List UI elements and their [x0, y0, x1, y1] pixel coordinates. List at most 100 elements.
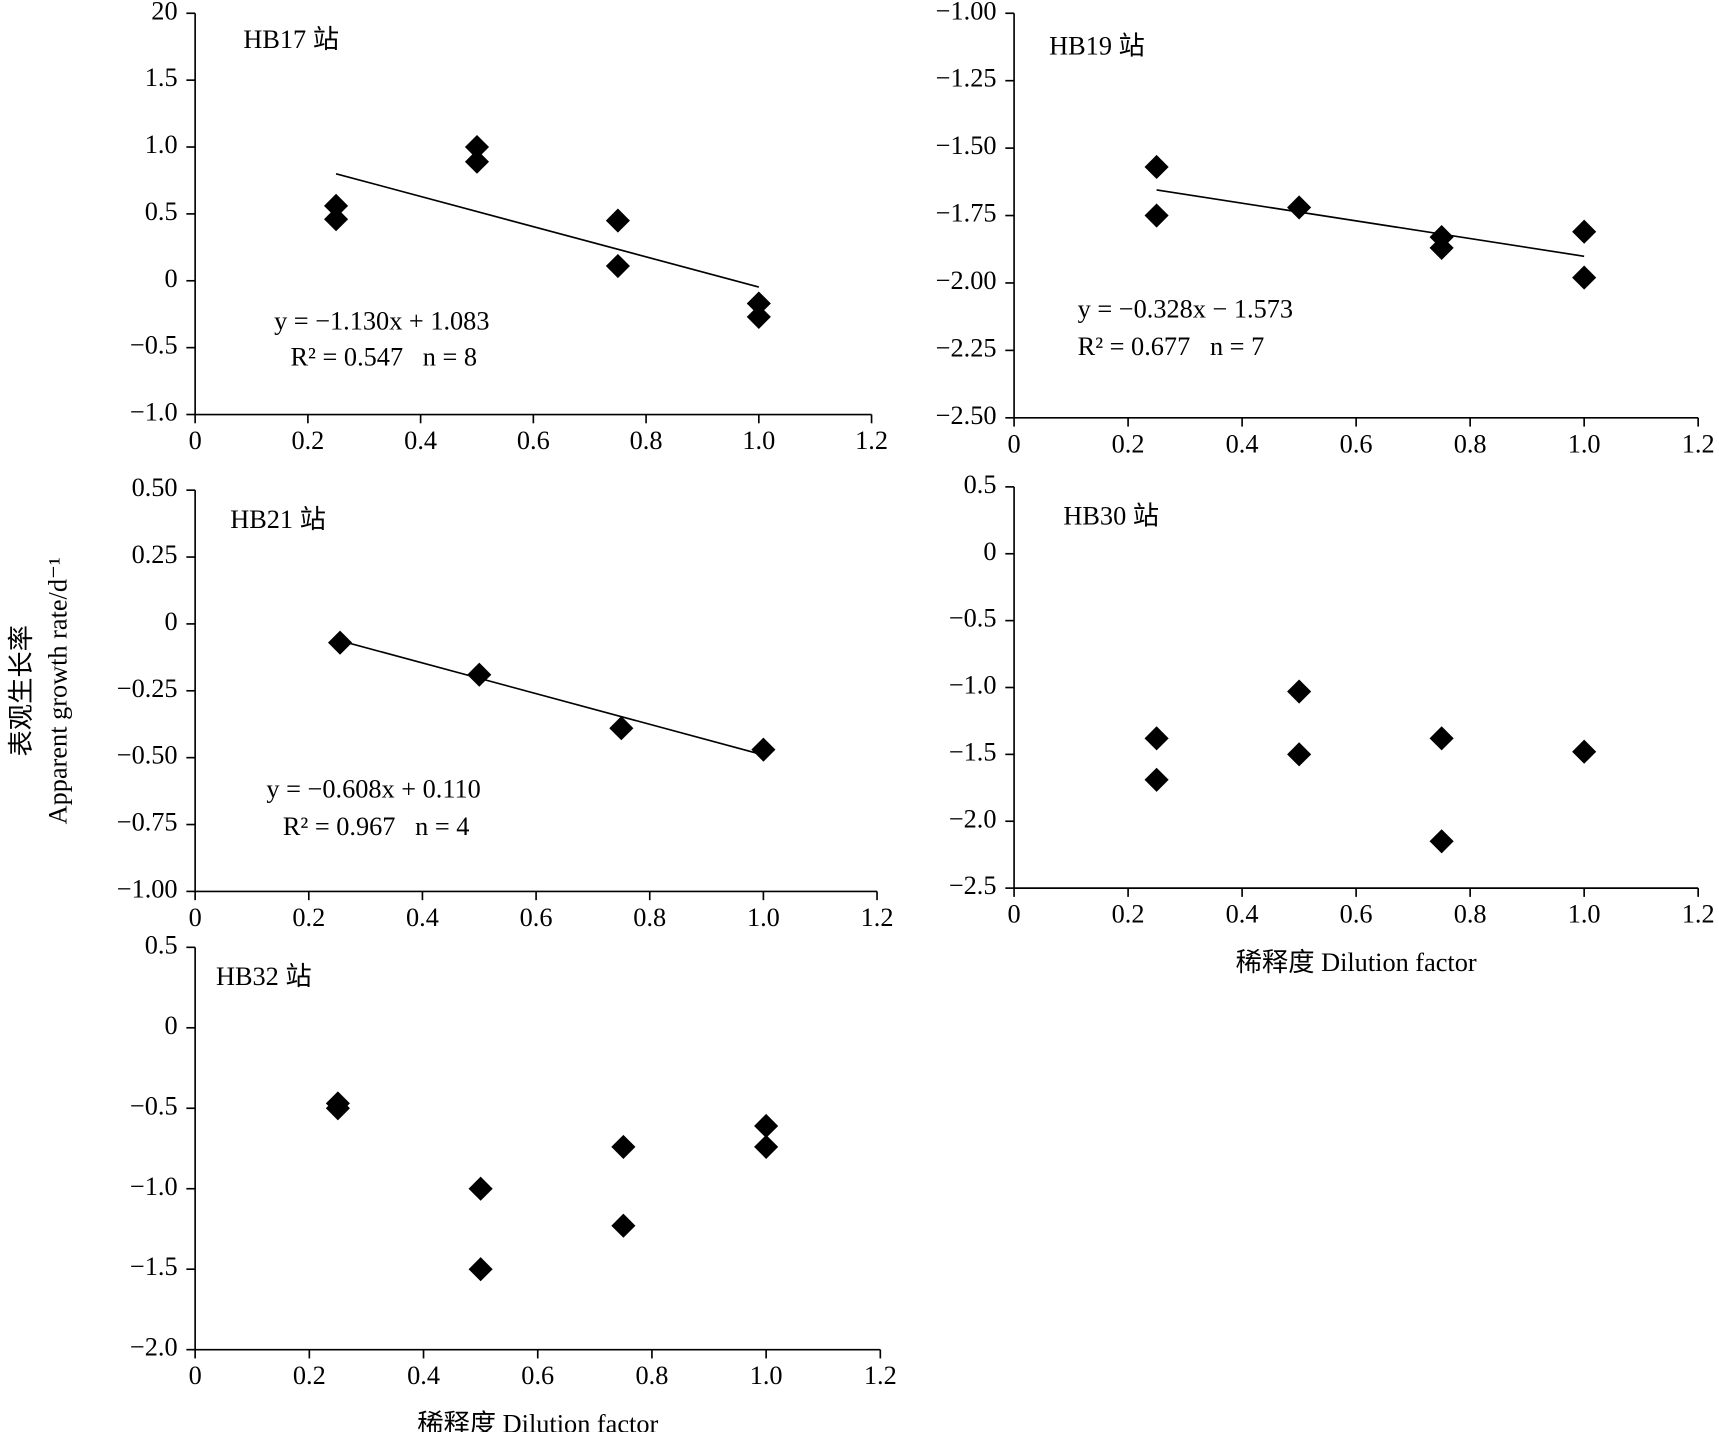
x-tick-label: 0.2 — [1112, 900, 1145, 929]
y-tick-label: 0 — [983, 537, 996, 566]
x-tick-label: 1.0 — [742, 426, 775, 455]
y-tick-label: −1.00 — [936, 0, 997, 25]
panel-title: HB19 站 — [1049, 31, 1145, 60]
y-tick-label: 0.5 — [145, 197, 178, 226]
y-tick-label: 0 — [164, 264, 177, 293]
y-tick-label: 1.0 — [145, 130, 178, 159]
data-point — [746, 304, 771, 329]
y-tick-label: 20 — [151, 0, 177, 25]
x-tick-label: 1.2 — [864, 1361, 897, 1390]
data-point — [746, 291, 771, 316]
y-tick-label: −2.5 — [949, 871, 997, 900]
x-tick-label: 0.6 — [520, 903, 553, 932]
data-point — [1144, 726, 1169, 751]
data-point — [605, 208, 630, 233]
data-point — [754, 1134, 779, 1159]
y-tick-label: 0 — [164, 607, 177, 636]
y-tick-label: −2.0 — [130, 1333, 178, 1362]
x-tick-label: 0.4 — [407, 1361, 440, 1390]
y-tick-label: −2.50 — [936, 401, 997, 430]
x-tick-label: 0.2 — [291, 426, 324, 455]
panel-title: HB32 站 — [216, 962, 312, 991]
x-axis-label: 稀释度 Dilution factor — [417, 1409, 658, 1432]
annotation: R² = 0.677 n = 7 — [1078, 332, 1265, 361]
y-tick-label: −1.00 — [117, 874, 178, 903]
data-point — [1429, 829, 1454, 854]
y-tick-label: 0.50 — [132, 473, 178, 502]
y-tick-label: −1.0 — [130, 1172, 178, 1201]
y-tick-label: −1.0 — [949, 671, 997, 700]
y-tick-label: −1.50 — [936, 131, 997, 160]
data-point — [464, 149, 490, 174]
data-point — [611, 1213, 636, 1238]
trend-line — [336, 639, 764, 756]
y-tick-label: −2.0 — [949, 804, 997, 833]
trend-line — [1156, 189, 1585, 258]
data-point — [1144, 767, 1169, 792]
y-tick-label: −0.75 — [117, 808, 178, 837]
x-tick-label: 1.0 — [1568, 900, 1601, 929]
data-point — [1287, 195, 1312, 220]
y-tick-label: −0.5 — [949, 604, 997, 633]
data-point — [325, 1096, 350, 1121]
y-tick-label: −2.00 — [936, 266, 997, 295]
data-point — [1429, 235, 1454, 260]
y-tick-label: 0 — [164, 1011, 177, 1040]
x-tick-label: 0.4 — [406, 903, 439, 932]
y-tick-label: −1.75 — [936, 199, 997, 228]
x-tick-label: 0.2 — [293, 1361, 326, 1390]
data-point — [467, 662, 492, 687]
data-point — [609, 716, 634, 741]
x-tick-label: 0.2 — [1112, 429, 1145, 458]
annotation: y = −1.130x + 1.083 — [274, 307, 489, 336]
data-point — [324, 193, 349, 218]
annotation: y = −0.608x + 0.110 — [266, 775, 480, 804]
annotation: R² = 0.547 n = 8 — [291, 343, 478, 372]
data-point — [1287, 742, 1312, 767]
x-tick-label: 1.2 — [1682, 429, 1715, 458]
x-tick-label: 1.0 — [750, 1361, 783, 1390]
x-tick-label: 0.6 — [521, 1361, 554, 1390]
x-tick-label: 0 — [189, 426, 202, 455]
x-tick-label: 0.2 — [292, 903, 325, 932]
y-tick-label: −0.50 — [117, 741, 178, 770]
annotation: y = −0.328x − 1.573 — [1078, 294, 1293, 323]
y-axis-label: 表观生长率 — [7, 625, 36, 756]
y-tick-label: −1.5 — [949, 737, 997, 766]
data-point — [324, 207, 349, 232]
x-axis-label: 稀释度 Dilution factor — [1236, 948, 1477, 977]
y-tick-label: 0.25 — [132, 540, 178, 569]
data-point — [1429, 726, 1454, 751]
y-tick-label: 1.5 — [145, 63, 178, 92]
x-tick-label: 0.6 — [1340, 429, 1373, 458]
data-point — [611, 1134, 636, 1159]
y-tick-label: −0.25 — [117, 674, 178, 703]
data-point — [754, 1113, 779, 1139]
x-tick-label: 0.6 — [517, 426, 550, 455]
x-tick-label: 0.8 — [635, 1361, 668, 1390]
y-tick-label: −2.25 — [936, 333, 997, 362]
x-tick-label: 1.2 — [1682, 900, 1715, 929]
x-tick-label: 1.2 — [861, 903, 894, 932]
x-tick-label: 0 — [189, 903, 202, 932]
x-tick-label: 1.0 — [1568, 429, 1601, 458]
trend-line — [335, 172, 760, 288]
panel-title: HB30 站 — [1063, 502, 1159, 531]
y-tick-label: 0.5 — [145, 930, 178, 959]
x-tick-label: 1.2 — [855, 426, 888, 455]
y-tick-label: 0.5 — [964, 470, 997, 499]
y-axis-label: Apparent growth rate/d⁻¹ — [43, 557, 72, 824]
data-point — [1572, 739, 1597, 764]
x-tick-label: 0.8 — [1454, 429, 1487, 458]
data-point — [327, 630, 353, 655]
data-point — [1572, 219, 1597, 244]
y-tick-label: −1.25 — [936, 64, 997, 93]
x-tick-label: 0.8 — [630, 426, 663, 455]
panel-title: HB21 站 — [230, 505, 326, 534]
x-tick-label: 1.0 — [747, 903, 780, 932]
x-tick-label: 0.4 — [1226, 429, 1259, 458]
data-point — [605, 253, 630, 279]
x-tick-label: 0.4 — [1226, 900, 1259, 929]
x-tick-label: 0.4 — [404, 426, 437, 455]
